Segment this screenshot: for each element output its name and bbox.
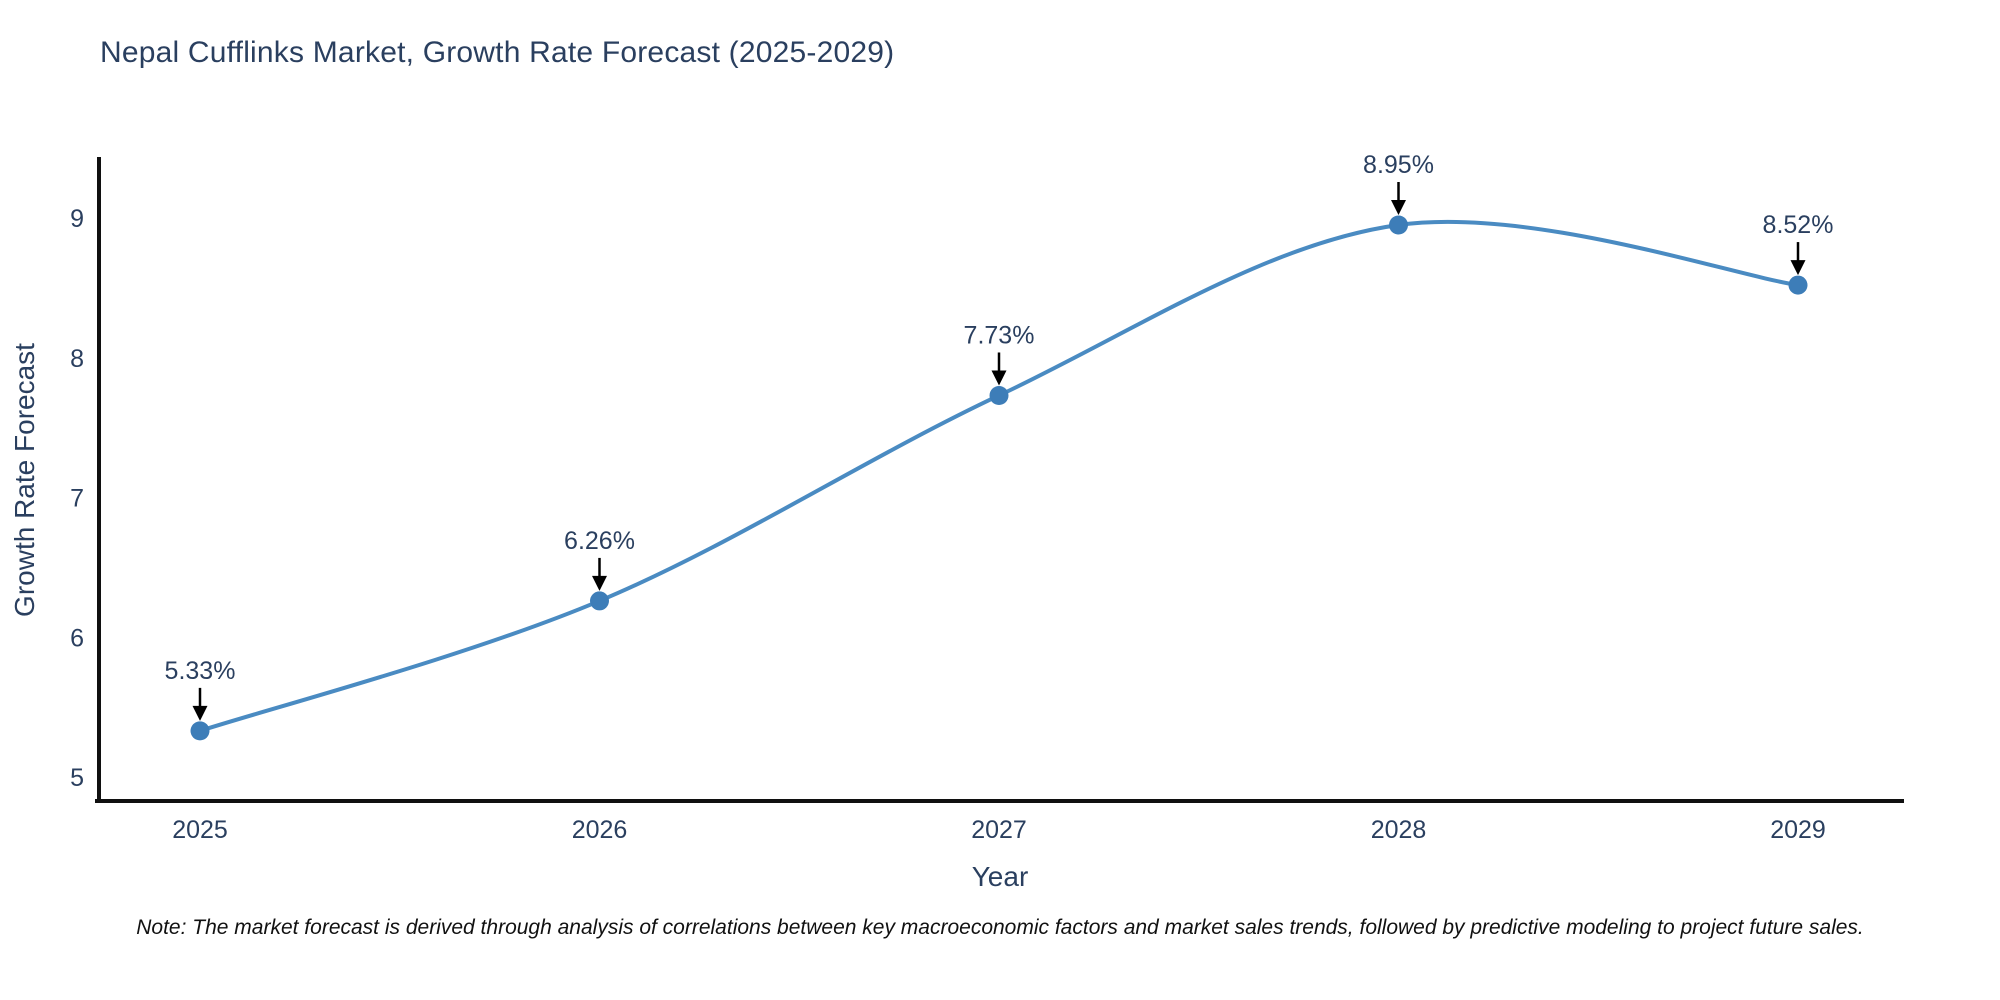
y-axis-title: Growth Rate Forecast — [9, 343, 40, 617]
point-value-label: 8.95% — [1363, 151, 1434, 179]
chart-title: Nepal Cufflinks Market, Growth Rate Fore… — [100, 36, 895, 69]
x-tick-label: 2029 — [1770, 816, 1826, 844]
y-tick-label: 8 — [70, 345, 84, 373]
y-tick-label: 6 — [70, 624, 84, 652]
y-axis-ticks: 5 6 7 8 9 — [70, 205, 84, 792]
point-value-label: 5.33% — [165, 657, 236, 685]
annotation-arrowhead-icon — [592, 575, 607, 591]
forecast-series — [199, 219, 1799, 733]
data-point-marker[interactable] — [590, 591, 609, 611]
x-axis-title: Year — [972, 861, 1029, 892]
y-tick-label: 7 — [70, 485, 84, 513]
y-tick-label: 5 — [70, 764, 84, 792]
data-point-marker[interactable] — [190, 721, 210, 741]
x-tick-label: 2026 — [572, 816, 628, 844]
data-point-marker[interactable] — [1389, 215, 1408, 235]
x-tick-label: 2028 — [1371, 816, 1427, 844]
forecast-line — [199, 219, 1799, 733]
data-point-markers — [190, 215, 1808, 741]
point-annotations: 5.33% 6.26% 7.73% 8.95% 8.52% — [165, 151, 1834, 721]
y-tick-label: 9 — [70, 205, 84, 233]
x-axis-ticks: 2025 2026 2027 2028 2029 — [172, 816, 1826, 844]
point-value-label: 7.73% — [964, 321, 1035, 349]
annotation-arrowhead-icon — [1391, 199, 1406, 215]
point-value-label: 6.26% — [564, 527, 635, 555]
point-value-label: 8.52% — [1763, 211, 1834, 239]
x-tick-label: 2027 — [971, 816, 1027, 844]
footnote: Note: The market forecast is derived thr… — [136, 916, 1864, 939]
annotation-arrowhead-icon — [192, 705, 208, 721]
annotation-arrowhead-icon — [991, 370, 1007, 386]
annotation-arrowhead-icon — [1790, 260, 1806, 276]
x-tick-label: 2025 — [172, 816, 228, 844]
data-point-marker[interactable] — [1788, 275, 1808, 295]
data-point-marker[interactable] — [989, 385, 1009, 405]
